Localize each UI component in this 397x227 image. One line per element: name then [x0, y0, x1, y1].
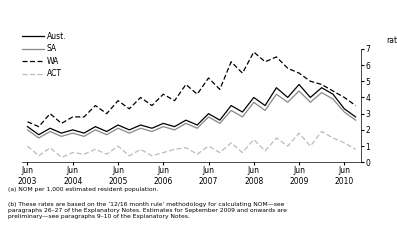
Text: WA: WA	[47, 57, 59, 66]
Text: (a) NOM per 1,000 estimated resident population.: (a) NOM per 1,000 estimated resident pop…	[8, 187, 158, 192]
Text: SA: SA	[47, 44, 57, 53]
Text: (b) These rates are based on the ’12/16 month rule’ methodology for calculating : (b) These rates are based on the ’12/16 …	[8, 202, 287, 219]
Text: ACT: ACT	[47, 69, 62, 78]
Text: Aust.: Aust.	[47, 32, 66, 41]
Text: rate: rate	[387, 36, 397, 45]
